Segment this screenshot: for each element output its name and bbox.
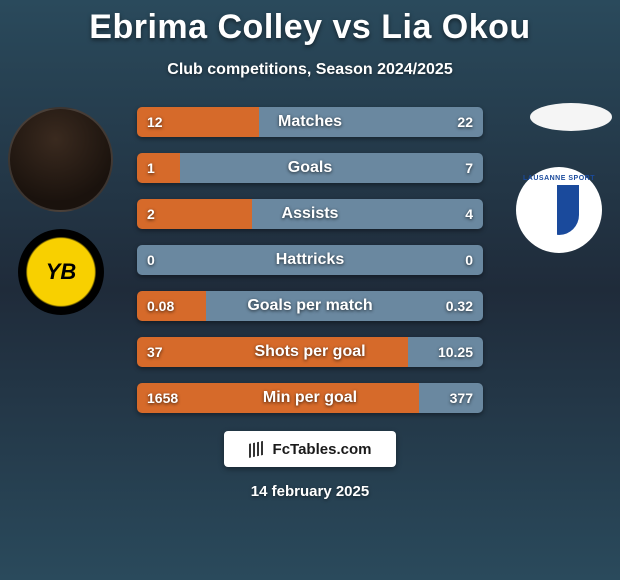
club-left-badge-text: YB xyxy=(46,259,77,285)
stat-value-right: 10.25 xyxy=(438,337,473,367)
club-left-badge: YB xyxy=(18,229,104,315)
stats-bars: Matches12 22 Goals1 7 Assists2 4 Hattricks0 0 Go… xyxy=(137,107,483,413)
stat-row: Shots per goal37 10.25 xyxy=(137,337,483,367)
stat-label: Shots per goal xyxy=(137,337,483,367)
stat-label: Min per goal xyxy=(137,383,483,413)
stat-row: Assists2 4 xyxy=(137,199,483,229)
stat-value-right: 22 xyxy=(457,107,473,137)
stat-value-left: 2 xyxy=(147,199,155,229)
player-right-avatar xyxy=(530,103,612,131)
content-area: YB LAUSANNE SPORT Matches12 22 Goals1 7 Assi… xyxy=(0,107,620,413)
stat-label: Hattricks xyxy=(137,245,483,275)
footer-date: 14 february 2025 xyxy=(0,483,620,500)
stat-label: Goals xyxy=(137,153,483,183)
stat-value-right: 7 xyxy=(465,153,473,183)
brand-badge[interactable]: FcTables.com xyxy=(224,431,396,467)
stat-label: Matches xyxy=(137,107,483,137)
stat-row: Matches12 22 xyxy=(137,107,483,137)
stat-row: Goals per match0.08 0.32 xyxy=(137,291,483,321)
shield-icon xyxy=(539,185,579,235)
stat-row: Hattricks0 0 xyxy=(137,245,483,275)
chart-icon xyxy=(249,440,267,458)
stat-value-left: 1658 xyxy=(147,383,178,413)
stat-row: Min per goal1658 377 xyxy=(137,383,483,413)
stat-label: Assists xyxy=(137,199,483,229)
club-right-badge: LAUSANNE SPORT xyxy=(516,167,602,253)
stat-value-right: 377 xyxy=(450,383,473,413)
player-left-avatar xyxy=(8,107,113,212)
stat-value-left: 1 xyxy=(147,153,155,183)
stat-label: Goals per match xyxy=(137,291,483,321)
brand-text: FcTables.com xyxy=(273,441,372,458)
stat-value-left: 0 xyxy=(147,245,155,275)
stat-value-left: 37 xyxy=(147,337,163,367)
stat-value-right: 4 xyxy=(465,199,473,229)
club-right-badge-text: LAUSANNE SPORT xyxy=(516,175,602,182)
stat-value-right: 0.32 xyxy=(446,291,473,321)
comparison-subtitle: Club competitions, Season 2024/2025 xyxy=(0,61,620,79)
stat-value-right: 0 xyxy=(465,245,473,275)
stat-value-left: 0.08 xyxy=(147,291,174,321)
stat-row: Goals1 7 xyxy=(137,153,483,183)
comparison-title: Ebrima Colley vs Lia Okou xyxy=(0,0,620,47)
stat-value-left: 12 xyxy=(147,107,163,137)
